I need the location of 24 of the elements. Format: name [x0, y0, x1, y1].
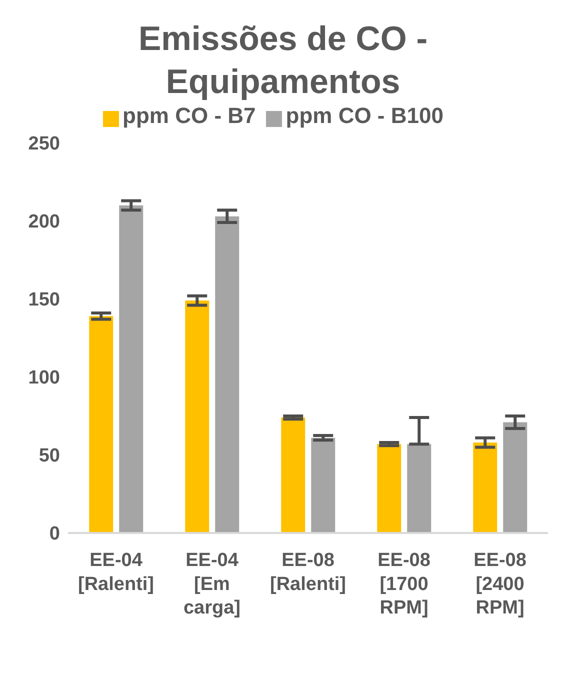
- bar: [215, 216, 240, 533]
- chart-title: Emissões de CO - Equipamentos: [137, 19, 429, 102]
- bar: [311, 438, 336, 533]
- legend-label: ppm CO - B100: [286, 103, 444, 128]
- y-tick-label: 150: [28, 290, 60, 311]
- y-tick-label: 250: [28, 134, 60, 155]
- y-tick-label: 200: [28, 212, 60, 233]
- bar: [119, 205, 144, 533]
- bar: [503, 422, 528, 533]
- bar: [185, 300, 210, 533]
- x-tick-label: EE-08 [Ralenti]: [270, 550, 346, 595]
- x-tick-label: EE-04 [Ralenti]: [78, 550, 154, 595]
- bar: [377, 444, 402, 533]
- y-tick-label: 50: [38, 446, 60, 467]
- y-tick-label: 0: [49, 524, 60, 545]
- x-tick-label: EE-04 [Em carga]: [183, 550, 241, 618]
- x-tick-label: EE-08 [2400 RPM]: [474, 550, 526, 618]
- bar: [473, 442, 498, 533]
- bar: [89, 316, 114, 533]
- bar: [407, 444, 432, 533]
- legend-label: ppm CO - B7: [122, 103, 256, 128]
- x-tick-label: EE-08 [1700 RPM]: [378, 550, 430, 618]
- bar: [281, 418, 306, 533]
- y-tick-label: 100: [28, 368, 60, 389]
